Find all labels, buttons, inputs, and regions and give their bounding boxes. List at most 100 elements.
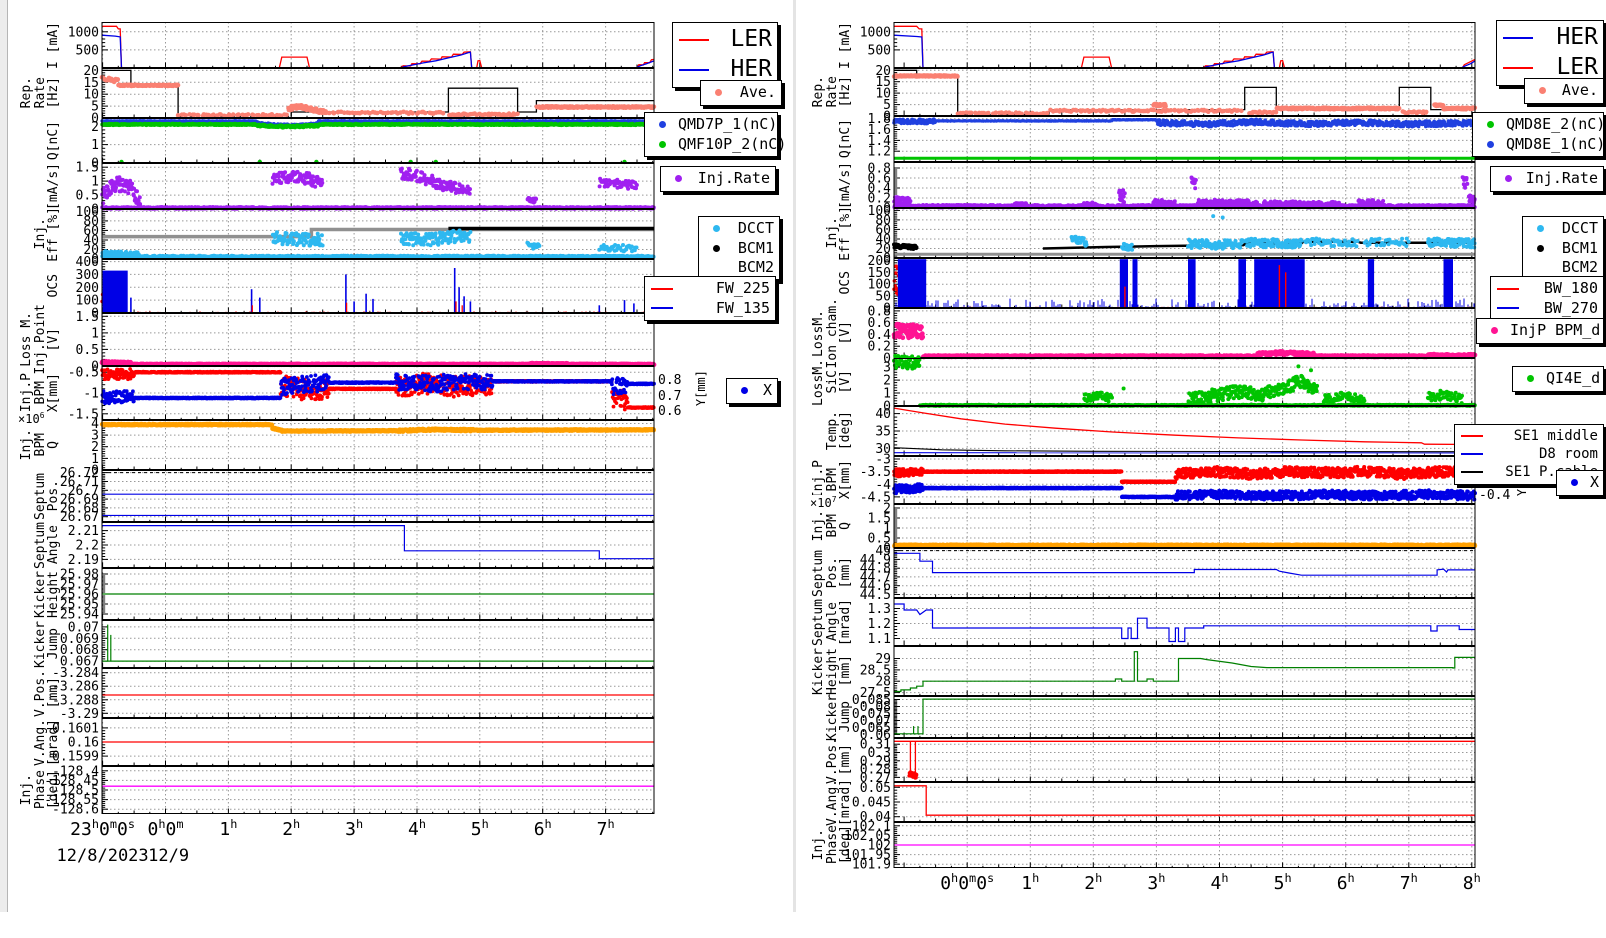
row-label-v-pos: V.Pos.[mm] xyxy=(8,668,60,718)
x-tick-label: 5h xyxy=(1274,871,1292,894)
row-label-current: I [mA] xyxy=(800,22,852,68)
row-label-rep-rate: Rep.Rate[Hz] xyxy=(8,68,60,118)
plot-inj-bpm-q: 21.510.50 xyxy=(852,504,1475,548)
right-axis-label: Y[mm] xyxy=(694,370,708,406)
legend-item: DCCT xyxy=(1528,219,1598,239)
x-tick-label: 1h xyxy=(1021,871,1039,894)
legend-dot-marker xyxy=(1537,245,1544,252)
legend-dot-marker xyxy=(1527,375,1534,382)
legend-item: Inj.Rate xyxy=(666,169,770,189)
svg-text:0.5: 0.5 xyxy=(76,189,99,204)
plot-inj-rate: 0.80.60.40.20 xyxy=(852,162,1475,208)
svg-text:1000: 1000 xyxy=(68,25,99,40)
x-tick-label: 1h xyxy=(219,817,237,840)
svg-text:1: 1 xyxy=(91,175,99,190)
right-axis-tick: -0.4 xyxy=(1479,488,1510,503)
row-label-loss-inj-point: Loss M.Inj.Point[V] xyxy=(8,313,60,366)
legend-dot-marker xyxy=(1539,87,1546,94)
svg-text:1.5: 1.5 xyxy=(76,161,99,176)
legend-dot-marker xyxy=(741,387,748,394)
strip-row-v-pos: V.Pos.[mm]-3.284-3.286-3.288-3.29 xyxy=(8,668,792,718)
legend-dot-marker xyxy=(1487,141,1494,148)
panel-divider xyxy=(793,0,796,912)
plot-current: 1000 500 xyxy=(60,22,654,68)
legend-line-marker xyxy=(1461,471,1483,473)
legend-item: QI4E_d xyxy=(1518,369,1598,389)
row-label-inj-rate: [mA/s] xyxy=(8,163,60,209)
legend-dot-marker xyxy=(659,141,666,148)
legend-inj-rate: Inj.Rate xyxy=(1490,166,1604,192)
axis-scale-label: ×107 xyxy=(810,495,836,510)
legend-item: QMD8E_1(nC) xyxy=(1478,135,1598,155)
plot-charge: 1.81.61.41.2 xyxy=(852,116,1475,162)
x-tick-label: 4h xyxy=(408,817,426,840)
legend-injp-bpm-d: InjP BPM_d xyxy=(1476,318,1604,344)
legend-line-marker xyxy=(1503,37,1533,39)
legend-item: QMD7P_1(nC) xyxy=(650,115,772,135)
legend-item: FW_225 xyxy=(650,279,770,299)
plot-inj-rate: 1.510.50 xyxy=(60,163,654,209)
legend-item: BW_270 xyxy=(1496,299,1598,319)
legend-dot-marker xyxy=(1537,225,1544,232)
plot-loss-inj-point: 1.510.50 xyxy=(60,313,654,366)
legend-line-marker xyxy=(1503,67,1533,69)
legend-dot-marker xyxy=(659,121,666,128)
legend-ave: Ave. xyxy=(1524,78,1604,104)
legend-dot-marker xyxy=(1571,479,1578,486)
legend-dot-marker xyxy=(675,175,682,182)
legend-line-marker xyxy=(679,39,709,41)
legend-dot-marker xyxy=(713,245,720,252)
legend-dot-marker xyxy=(715,89,722,96)
date-label: 12/8/2023 xyxy=(57,846,149,866)
legend-item: BCM1 xyxy=(704,239,774,259)
row-label-charge: Q[nC] xyxy=(800,116,852,162)
legend-item: QMF10P_2(nC) xyxy=(650,135,772,155)
row-label-lossm-sic: LossM.SiC[V] xyxy=(800,358,852,406)
legend-item: Ave. xyxy=(706,83,776,103)
x-tick-label: 3h xyxy=(345,817,363,840)
svg-text:1: 1 xyxy=(91,138,99,153)
legend-item: FW_135 xyxy=(650,299,770,319)
legend-item: LER xyxy=(678,25,772,55)
x-tick-label: 8h xyxy=(1463,871,1481,894)
legend-item: HER xyxy=(1502,23,1598,53)
plot-septum-angle: 2.212.22.19 xyxy=(60,522,654,568)
row-label-v-pos: V.Pos.[mm] xyxy=(800,738,852,782)
injection-monitor-screen: { "chart_data": { "type": "line", "descr… xyxy=(0,0,1606,912)
x-tick-label: 5h xyxy=(471,817,489,840)
svg-text:500: 500 xyxy=(76,43,99,58)
legend-line-marker xyxy=(1497,288,1519,290)
x-tick-label: 7h xyxy=(1400,871,1418,894)
